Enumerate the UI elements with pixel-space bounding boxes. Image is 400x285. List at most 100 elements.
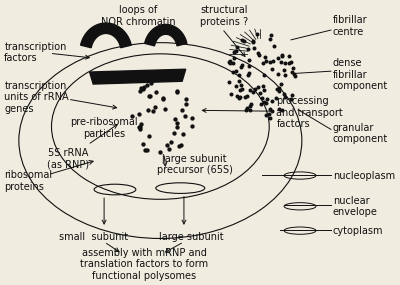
Point: [278, 59, 284, 64]
Point: [246, 58, 252, 62]
Point: [262, 101, 269, 105]
Point: [247, 104, 254, 109]
Text: processing
and transport
factors: processing and transport factors: [276, 96, 343, 129]
Point: [263, 112, 269, 117]
Point: [282, 95, 288, 99]
Text: nuclear
envelope: nuclear envelope: [333, 196, 378, 217]
Point: [171, 131, 177, 136]
Point: [159, 96, 166, 100]
Point: [166, 146, 172, 151]
Point: [183, 102, 190, 107]
Point: [274, 87, 281, 91]
Point: [267, 37, 274, 42]
Point: [269, 99, 276, 103]
Point: [232, 48, 239, 53]
Point: [245, 47, 251, 52]
Text: large subunit: large subunit: [159, 232, 224, 242]
Point: [279, 54, 285, 59]
Text: loops of
NOR chromatin: loops of NOR chromatin: [101, 5, 176, 27]
Point: [261, 55, 268, 60]
Point: [276, 107, 282, 112]
Point: [141, 85, 148, 90]
Point: [137, 88, 143, 93]
Point: [230, 61, 236, 66]
Point: [128, 113, 135, 118]
Point: [245, 73, 251, 77]
Point: [267, 115, 273, 120]
Point: [282, 73, 288, 78]
Point: [142, 148, 148, 152]
Point: [276, 86, 282, 90]
Point: [183, 96, 189, 101]
Text: dense
fibrillar
component: dense fibrillar component: [333, 58, 388, 91]
Point: [290, 66, 296, 70]
Point: [226, 60, 232, 64]
Point: [253, 32, 260, 36]
Point: [269, 58, 276, 63]
Point: [228, 92, 234, 96]
Point: [226, 59, 233, 64]
Point: [233, 84, 239, 89]
Polygon shape: [90, 69, 186, 84]
Point: [157, 150, 164, 154]
Point: [244, 106, 250, 111]
Point: [182, 114, 188, 118]
Point: [291, 72, 297, 76]
Point: [160, 96, 166, 101]
Point: [153, 90, 159, 95]
Point: [246, 88, 253, 93]
Point: [242, 108, 249, 113]
Point: [238, 63, 245, 68]
Point: [237, 65, 244, 69]
Point: [176, 143, 182, 148]
Point: [269, 67, 276, 71]
Point: [231, 50, 238, 54]
Point: [179, 108, 186, 113]
Point: [251, 46, 257, 50]
Text: assembly with mRNP and
translation factors to form
functional polysomes: assembly with mRNP and translation facto…: [80, 248, 208, 281]
Text: pre-ribosomal
particles: pre-ribosomal particles: [70, 117, 138, 139]
Point: [259, 95, 266, 100]
Point: [174, 125, 180, 129]
Point: [174, 121, 180, 125]
Point: [189, 116, 195, 121]
Point: [227, 61, 233, 66]
Point: [230, 70, 236, 75]
Point: [248, 102, 254, 107]
Point: [238, 82, 244, 87]
Point: [150, 109, 156, 114]
Point: [140, 142, 146, 146]
Point: [282, 61, 288, 66]
Point: [145, 108, 151, 113]
Point: [146, 134, 152, 139]
Point: [230, 56, 237, 60]
Point: [281, 68, 288, 72]
Point: [233, 68, 239, 73]
Point: [256, 53, 262, 57]
Text: structural
proteins ?: structural proteins ?: [200, 5, 248, 27]
Point: [234, 45, 241, 50]
Point: [288, 93, 295, 97]
Point: [252, 86, 258, 91]
Polygon shape: [145, 25, 187, 46]
Point: [266, 111, 272, 116]
Point: [162, 107, 168, 112]
Point: [167, 139, 174, 144]
Text: granular
component: granular component: [333, 123, 388, 144]
Point: [242, 95, 248, 99]
Point: [246, 108, 253, 112]
Point: [288, 60, 294, 64]
Point: [136, 112, 142, 116]
Point: [285, 60, 292, 65]
Point: [237, 88, 244, 92]
Point: [254, 51, 261, 56]
Point: [268, 109, 275, 113]
Point: [238, 38, 245, 43]
Point: [281, 91, 288, 96]
Point: [258, 102, 264, 107]
Point: [273, 95, 279, 100]
Text: nucleoplasm: nucleoplasm: [333, 170, 395, 180]
Point: [289, 70, 295, 74]
Point: [146, 93, 152, 98]
Point: [255, 84, 261, 89]
